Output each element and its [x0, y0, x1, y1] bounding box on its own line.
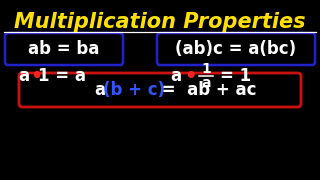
Text: •: •: [30, 66, 42, 86]
Text: (b + c): (b + c): [103, 81, 165, 99]
FancyBboxPatch shape: [157, 33, 315, 65]
FancyBboxPatch shape: [19, 73, 301, 107]
Text: =  ab + ac: = ab + ac: [156, 81, 257, 99]
Text: ab = ba: ab = ba: [28, 40, 100, 58]
Text: (ab)c = a(bc): (ab)c = a(bc): [175, 40, 297, 58]
Text: 1: 1: [201, 62, 211, 76]
Text: Multiplication Properties: Multiplication Properties: [14, 12, 306, 32]
Text: 1 = a: 1 = a: [38, 67, 86, 85]
Text: a: a: [170, 67, 181, 85]
Text: •: •: [184, 66, 196, 86]
Text: a: a: [94, 81, 105, 99]
FancyBboxPatch shape: [5, 33, 123, 65]
Text: a: a: [18, 67, 29, 85]
Text: a: a: [201, 76, 211, 90]
Text: = 1: = 1: [220, 67, 251, 85]
